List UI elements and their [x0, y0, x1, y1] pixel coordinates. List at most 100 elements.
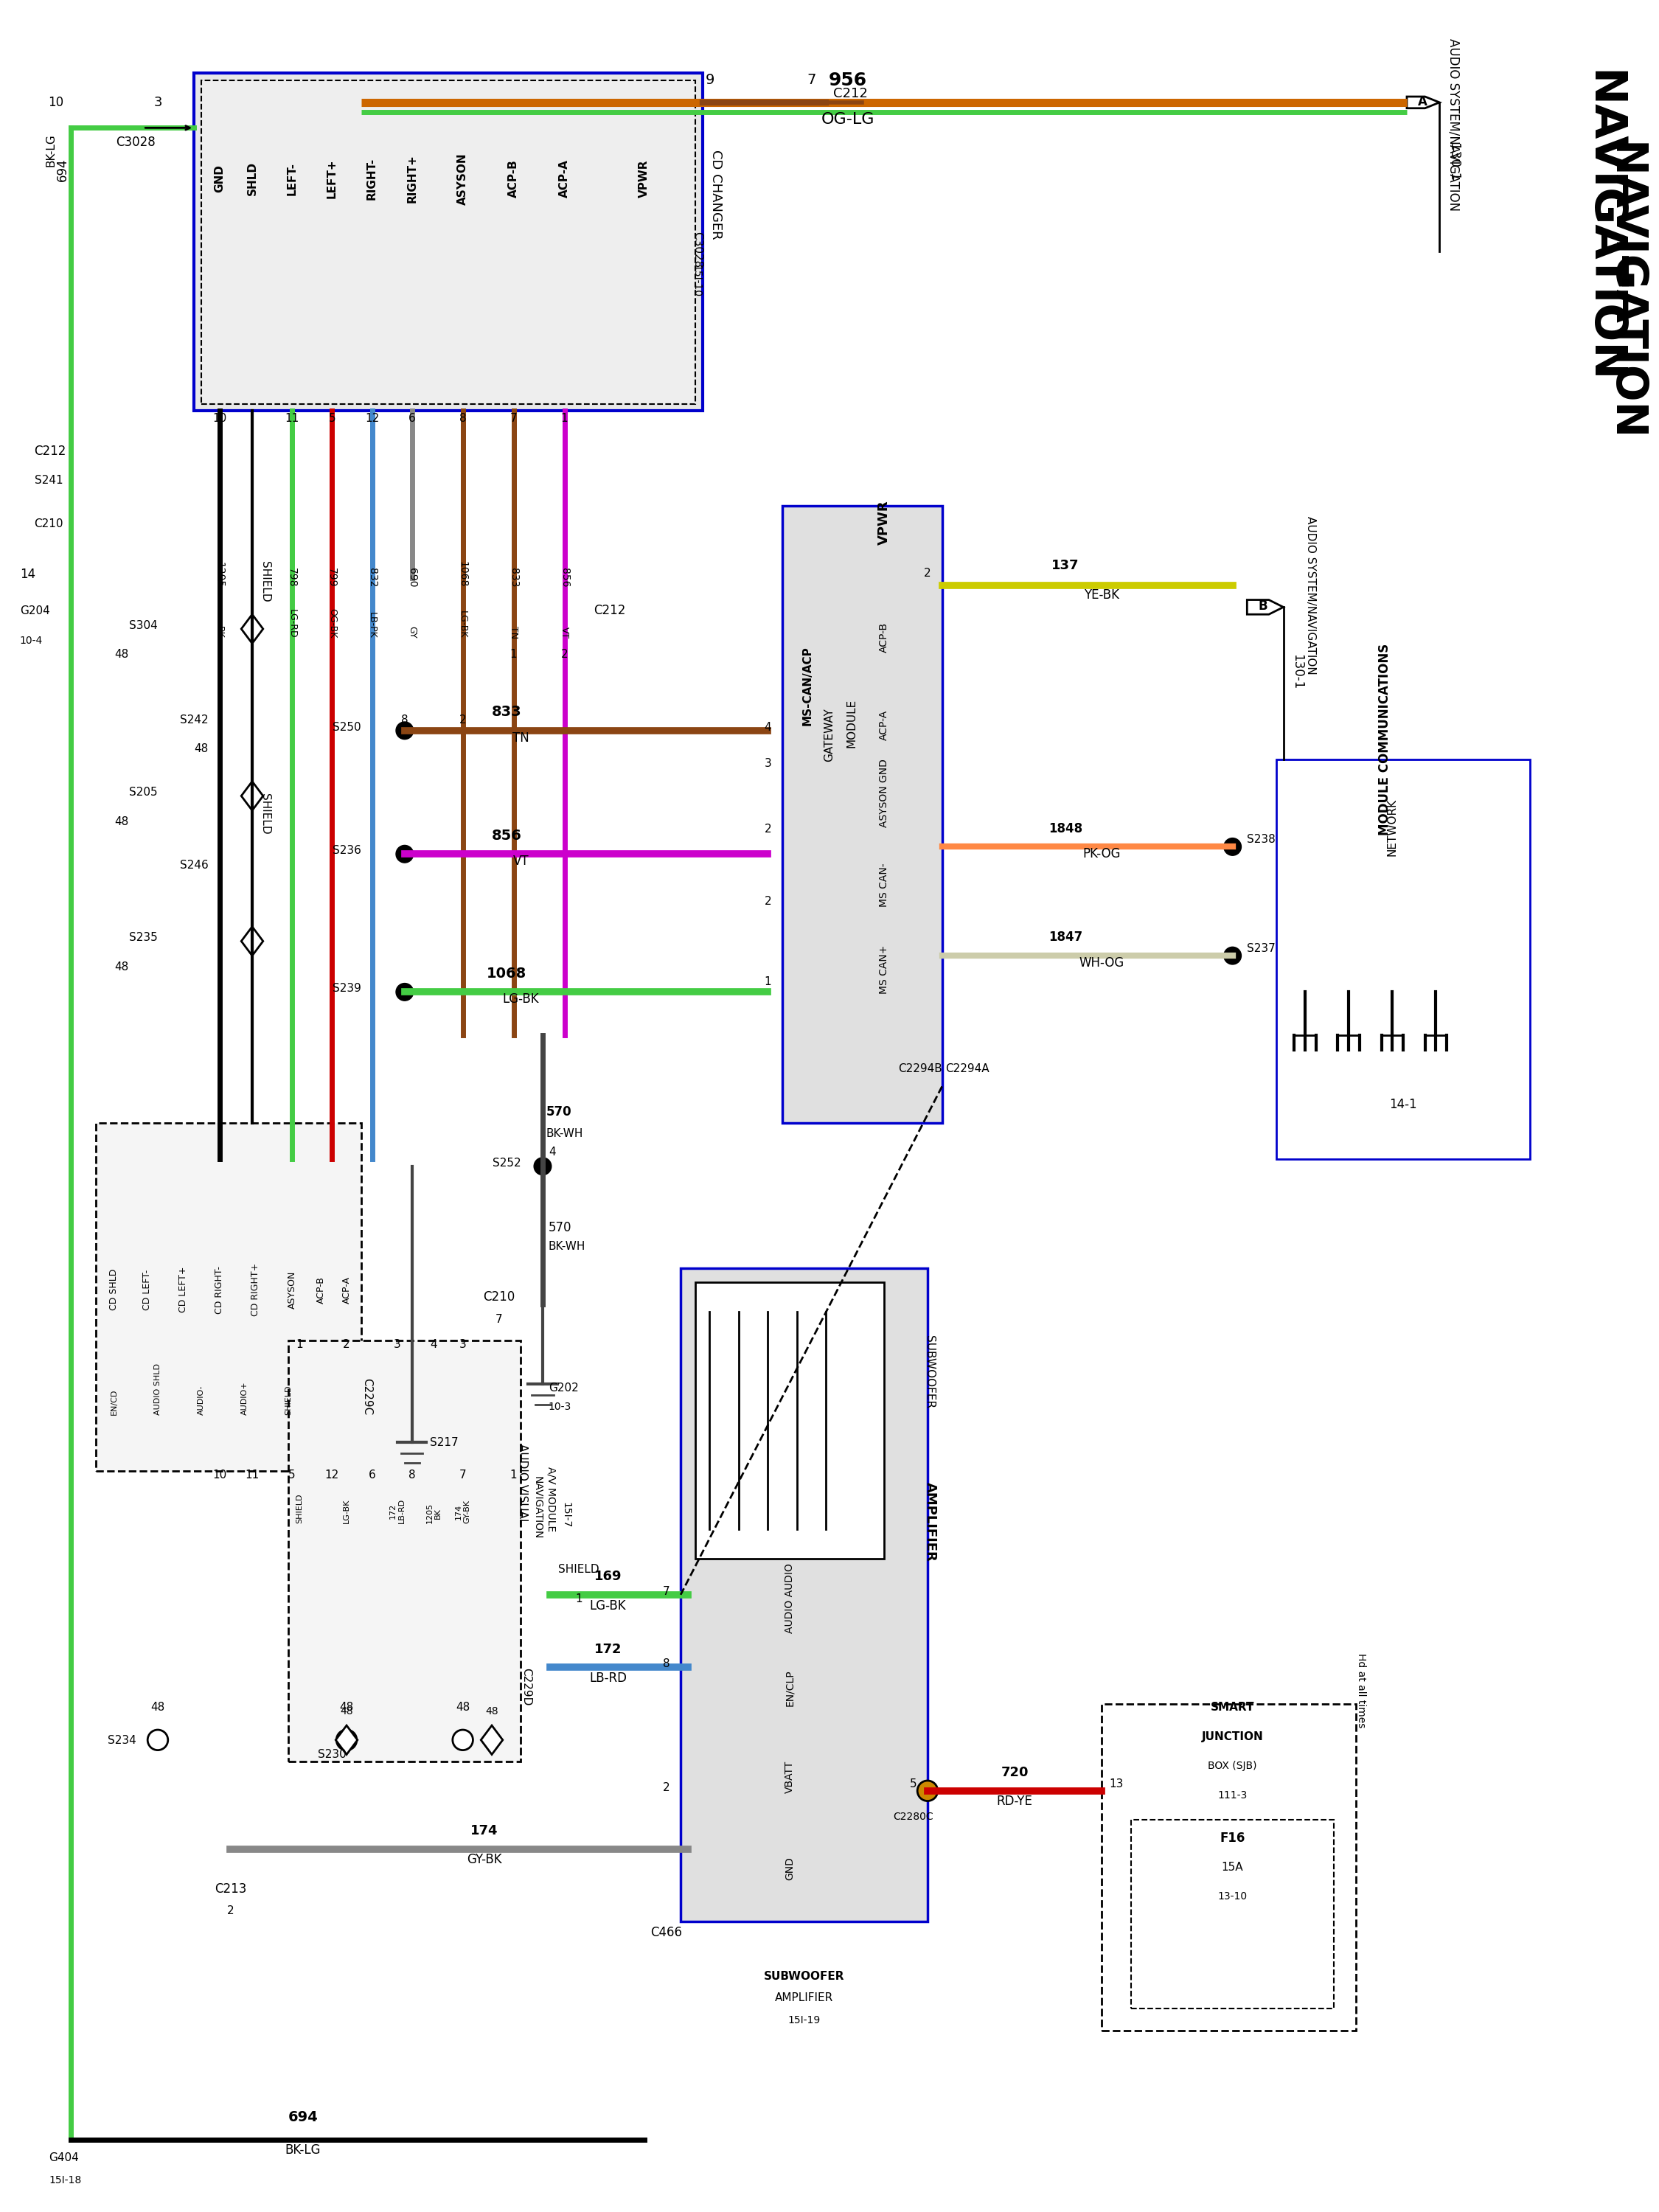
Text: 11: 11: [285, 414, 299, 425]
Text: LB-PK: LB-PK: [367, 613, 377, 639]
FancyBboxPatch shape: [289, 1340, 521, 1761]
Polygon shape: [1407, 97, 1440, 108]
Text: 7: 7: [460, 1469, 466, 1480]
Text: 4: 4: [765, 721, 771, 732]
Text: JUNCTION: JUNCTION: [1201, 1732, 1264, 1743]
Text: C2294B: C2294B: [898, 1064, 942, 1075]
Text: 1205
BK: 1205 BK: [426, 1502, 441, 1524]
Text: 2: 2: [561, 648, 567, 659]
Text: OG-LG: OG-LG: [821, 113, 874, 126]
Text: 48: 48: [151, 1701, 164, 1712]
Text: C2294A: C2294A: [946, 1064, 990, 1075]
Text: NAVIGATION: NAVIGATION: [1604, 142, 1646, 440]
Text: 48: 48: [340, 1701, 353, 1712]
Text: ASYSON: ASYSON: [287, 1272, 297, 1310]
Text: SHIELD: SHIELD: [295, 1493, 304, 1524]
Text: RIGHT+: RIGHT+: [406, 155, 418, 204]
Text: B: B: [1259, 599, 1267, 613]
Text: 3: 3: [460, 1338, 466, 1349]
Text: LG-BK: LG-BK: [458, 611, 468, 639]
Text: C210: C210: [483, 1290, 514, 1303]
Circle shape: [148, 1730, 168, 1750]
Circle shape: [397, 721, 413, 739]
Text: LB-RD: LB-RD: [589, 1672, 627, 1686]
Polygon shape: [241, 615, 264, 644]
Text: TN: TN: [513, 732, 529, 745]
Text: CD LEFT-: CD LEFT-: [143, 1270, 151, 1310]
Text: G204: G204: [20, 606, 50, 617]
Text: LG-BK: LG-BK: [589, 1599, 627, 1613]
Text: GND: GND: [214, 164, 226, 192]
Text: S235: S235: [129, 931, 158, 942]
Text: S237: S237: [1248, 942, 1276, 953]
FancyBboxPatch shape: [194, 73, 702, 411]
Text: 2: 2: [460, 714, 466, 726]
Text: AUDIO+: AUDIO+: [241, 1380, 249, 1416]
Text: ACP-A: ACP-A: [342, 1276, 352, 1303]
Text: 12: 12: [325, 1469, 338, 1480]
Text: C229C: C229C: [362, 1378, 372, 1416]
Text: S205: S205: [129, 787, 158, 799]
FancyBboxPatch shape: [1131, 1820, 1334, 2008]
Text: 1: 1: [509, 648, 518, 659]
Text: 172: 172: [594, 1644, 622, 1657]
Text: S242: S242: [179, 714, 207, 726]
Text: C466: C466: [650, 1927, 682, 1940]
Text: 832: 832: [367, 568, 377, 588]
Text: SUBWOOFER: SUBWOOFER: [924, 1336, 936, 1409]
Text: ACP-A: ACP-A: [879, 710, 889, 741]
Text: 48: 48: [114, 648, 128, 659]
Text: MS CAN-: MS CAN-: [879, 863, 889, 907]
Text: S246: S246: [179, 860, 207, 872]
Polygon shape: [241, 781, 264, 810]
Text: S217: S217: [430, 1438, 458, 1449]
Text: 174
GY-BK: 174 GY-BK: [455, 1500, 471, 1524]
Text: 14-1: 14-1: [1389, 1097, 1417, 1110]
Text: MS CAN+: MS CAN+: [879, 945, 889, 993]
Text: 1068: 1068: [458, 562, 468, 588]
Text: VT: VT: [559, 626, 569, 639]
Text: 169: 169: [594, 1571, 622, 1584]
FancyBboxPatch shape: [96, 1124, 362, 1471]
Circle shape: [337, 1730, 357, 1750]
Text: PK-OG: PK-OG: [1083, 847, 1121, 860]
Text: CD CHANGER: CD CHANGER: [710, 150, 723, 239]
Text: ASYSON: ASYSON: [458, 153, 468, 206]
Text: 13-10: 13-10: [1218, 1891, 1248, 1902]
Text: 48: 48: [194, 743, 209, 754]
Circle shape: [1224, 947, 1241, 964]
Text: 570: 570: [546, 1106, 572, 1119]
Text: S239: S239: [332, 982, 362, 993]
Text: BK-WH: BK-WH: [549, 1241, 586, 1252]
Text: 798: 798: [287, 568, 297, 588]
Text: CD SHLD: CD SHLD: [109, 1270, 119, 1310]
Text: 15I-19: 15I-19: [788, 2015, 821, 2026]
Text: SHIELD: SHIELD: [559, 1564, 599, 1575]
Circle shape: [917, 1781, 937, 1801]
Text: 11: 11: [246, 1469, 259, 1480]
Text: 12: 12: [365, 414, 380, 425]
Text: ASYSON GND: ASYSON GND: [879, 759, 889, 827]
Text: AMPLIFIER: AMPLIFIER: [775, 1993, 833, 2004]
Text: 570: 570: [549, 1221, 572, 1234]
Text: SHIELD: SHIELD: [259, 562, 270, 602]
Text: 2: 2: [924, 568, 931, 580]
Text: 10: 10: [212, 1469, 227, 1480]
Polygon shape: [241, 927, 264, 956]
Text: AUDIO SYSTEM/NAVIGATION: AUDIO SYSTEM/NAVIGATION: [1447, 38, 1460, 210]
Text: 856: 856: [491, 830, 521, 843]
Text: NETWORK: NETWORK: [1387, 799, 1399, 856]
Text: 111-3: 111-3: [1218, 1790, 1248, 1801]
Text: 2: 2: [765, 823, 771, 834]
Polygon shape: [335, 1725, 357, 1754]
Text: BK-WH: BK-WH: [546, 1128, 584, 1139]
Text: 8: 8: [662, 1659, 670, 1670]
Circle shape: [453, 1730, 473, 1750]
FancyBboxPatch shape: [783, 507, 942, 1124]
FancyBboxPatch shape: [1102, 1703, 1355, 2031]
Text: 10: 10: [212, 414, 227, 425]
Text: 3: 3: [393, 1338, 401, 1349]
Polygon shape: [1248, 599, 1284, 615]
Text: OG-BK: OG-BK: [327, 608, 337, 639]
Text: RD-YE: RD-YE: [997, 1794, 1032, 1807]
